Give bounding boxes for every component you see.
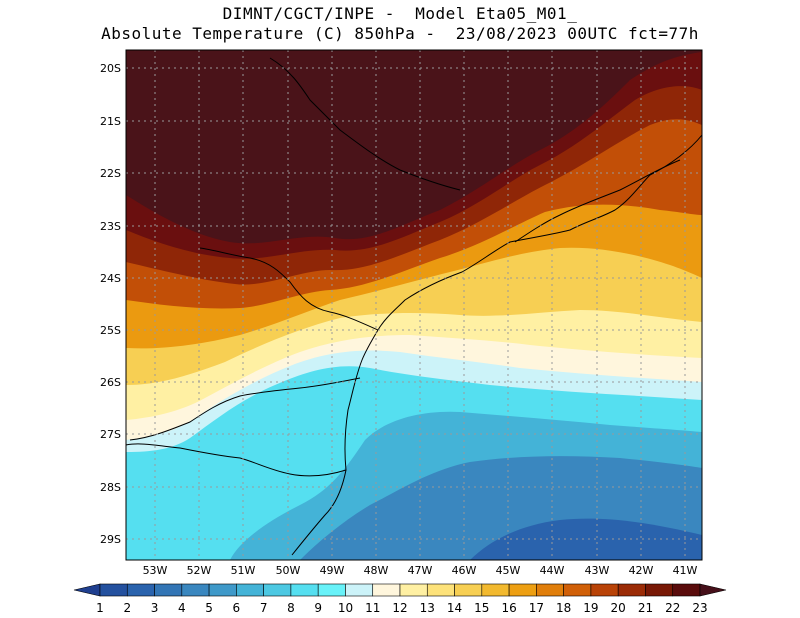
lat-label-20s: 20S xyxy=(100,62,121,75)
coastline xyxy=(291,134,702,556)
colorbar-arrow-low xyxy=(73,583,101,597)
lat-label-23s: 23S xyxy=(100,220,121,233)
lat-label-21s: 21S xyxy=(100,115,121,128)
lon-label-47w: 47W xyxy=(408,564,433,577)
lat-label-26s: 26S xyxy=(100,376,121,389)
lon-axis: 53W 52W 51W 50W 49W 48W 47W 46W 45W 44W … xyxy=(143,564,698,577)
colorbar-label-15: 15 xyxy=(474,601,489,615)
chart-title-line-1: DIMNT/CGCT/INPE - Model Eta05_M01_ xyxy=(222,4,578,23)
lon-label-53w: 53W xyxy=(143,564,168,577)
colorbar-label-11: 11 xyxy=(365,601,380,615)
chart-title-line-2: Absolute Temperature (C) 850hPa - 23/08/… xyxy=(101,24,699,43)
colorbar-label-1: 1 xyxy=(96,601,104,615)
colorbar-bin-9 xyxy=(317,583,346,597)
colorbar-bin-3 xyxy=(154,583,183,597)
colorbar-label-19: 19 xyxy=(583,601,598,615)
band-4 xyxy=(470,518,702,560)
colorbar-label-23: 23 xyxy=(692,601,707,615)
colorbar-label-16: 16 xyxy=(501,601,516,615)
colorbar-label-17: 17 xyxy=(529,601,544,615)
colorbar-bin-10 xyxy=(345,583,374,597)
lon-label-44w: 44W xyxy=(540,564,565,577)
colorbar-label-14: 14 xyxy=(447,601,462,615)
lon-label-50w: 50W xyxy=(276,564,301,577)
lat-axis: 20S 21S 22S 23S 24S 25S 26S 27S 28S 29S xyxy=(100,62,121,546)
lon-label-45w: 45W xyxy=(496,564,521,577)
lat-label-25s: 25S xyxy=(100,324,121,337)
colorbar-bin-21 xyxy=(645,583,674,597)
colorbar-label-6: 6 xyxy=(233,601,241,615)
state-border-mg-sp xyxy=(269,57,461,191)
colorbar-label-12: 12 xyxy=(392,601,407,615)
coastline-and-borders xyxy=(126,57,702,556)
colorbar-label-7: 7 xyxy=(260,601,268,615)
state-border-sp-pr xyxy=(199,247,379,331)
colorbar-arrow-high xyxy=(699,583,727,597)
colorbar-bin-6 xyxy=(236,583,264,597)
lat-label-24s: 24S xyxy=(100,272,121,285)
state-border-pr-sc xyxy=(129,377,361,441)
lon-label-43w: 43W xyxy=(585,564,610,577)
colorbar-bin-12 xyxy=(399,583,428,597)
colorbar-label-5: 5 xyxy=(205,601,213,615)
state-border-rj xyxy=(514,159,681,243)
colorbar-bin-17 xyxy=(536,583,564,597)
graticule xyxy=(126,50,702,560)
temperature-field xyxy=(126,50,702,560)
lon-label-46w: 46W xyxy=(452,564,477,577)
lon-label-49w: 49W xyxy=(320,564,345,577)
colorbar-bin-1 xyxy=(99,583,128,597)
colorbar-bin-14 xyxy=(454,583,483,597)
colorbar-bin-7 xyxy=(263,583,292,597)
colorbar-label-10: 10 xyxy=(338,601,353,615)
state-border-sc-rs xyxy=(126,443,347,477)
colorbar-bin-13 xyxy=(426,583,455,597)
lat-label-27s: 27S xyxy=(100,428,121,441)
colorbar-label-2: 2 xyxy=(123,601,131,615)
colorbar: 1 2 3 4 5 6 7 8 9 10 11 12 13 14 15 16 17 18 19 20 21 22 23 xyxy=(73,583,727,615)
colorbar-label-21: 21 xyxy=(638,601,653,615)
lon-label-51w: 51W xyxy=(231,564,256,577)
lon-label-41w: 41W xyxy=(673,564,698,577)
colorbar-bin-16 xyxy=(508,583,537,597)
colorbar-label-3: 3 xyxy=(151,601,159,615)
colorbar-label-4: 4 xyxy=(178,601,186,615)
lon-label-48w: 48W xyxy=(364,564,389,577)
colorbar-bin-4 xyxy=(181,583,210,597)
colorbar-bin-8 xyxy=(290,583,319,597)
colorbar-bin-20 xyxy=(617,583,646,597)
colorbar-bin-22 xyxy=(672,583,701,597)
lat-label-28s: 28S xyxy=(100,481,121,494)
colorbar-label-22: 22 xyxy=(665,601,680,615)
colorbar-label-9: 9 xyxy=(314,601,322,615)
lon-label-42w: 42W xyxy=(629,564,654,577)
colorbar-label-20: 20 xyxy=(611,601,626,615)
map-frame xyxy=(125,49,703,561)
colorbar-label-8: 8 xyxy=(287,601,295,615)
colorbar-label-13: 13 xyxy=(420,601,435,615)
colorbar-bin-11 xyxy=(372,583,401,597)
lat-label-22s: 22S xyxy=(100,167,121,180)
colorbar-bin-18 xyxy=(563,583,592,597)
colorbar-label-18: 18 xyxy=(556,601,571,615)
colorbar-bin-5 xyxy=(208,583,237,597)
colorbar-bin-2 xyxy=(126,583,155,597)
lat-label-29s: 29S xyxy=(100,533,121,546)
lon-label-52w: 52W xyxy=(187,564,212,577)
colorbar-bin-19 xyxy=(590,583,619,597)
colorbar-bin-15 xyxy=(481,583,510,597)
